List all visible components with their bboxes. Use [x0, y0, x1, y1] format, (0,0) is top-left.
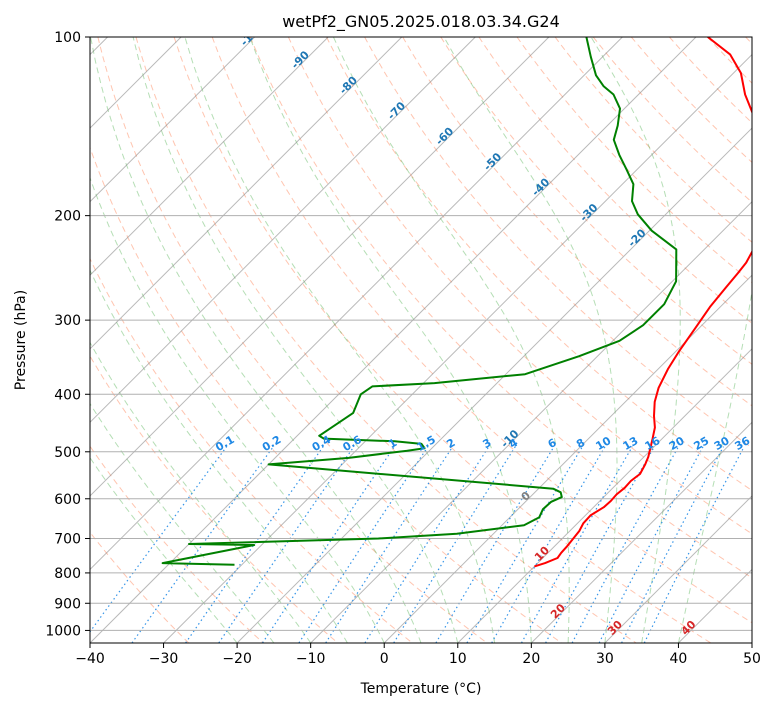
isotherm-line [90, 37, 623, 571]
mixing-ratio-line [571, 446, 680, 643]
isotherm-label: -100 [238, 20, 267, 49]
profile-lines [161, 37, 752, 568]
y-tick-label: 1000 [45, 623, 81, 639]
moist-adiabat-line [90, 456, 238, 643]
moist-adiabat-line [590, 37, 681, 643]
isotherm-line [604, 495, 752, 643]
y-tick-label: 700 [54, 532, 81, 548]
mixing-ratio-line [90, 446, 228, 633]
plot-background [90, 37, 752, 643]
dry-adiabat-line [287, 37, 752, 535]
x-tick-label: 20 [522, 651, 540, 667]
y-tick-label: 200 [54, 209, 81, 225]
x-tick-label: 10 [449, 651, 467, 667]
moist-adiabat-line [443, 37, 618, 643]
isotherm-line [457, 348, 752, 643]
x-tick-label: −10 [296, 651, 326, 667]
isotherm-line [90, 37, 476, 424]
mixing-ratio-line [298, 446, 429, 643]
y-tick-label: 500 [54, 445, 81, 461]
mixing-ratio-line [393, 446, 516, 643]
isotherm-line [90, 37, 697, 643]
moist-adiabat-line [677, 288, 752, 643]
mixing-ratio-line [466, 446, 584, 643]
mixing-ratio-line [261, 446, 395, 643]
x-tick-label: 50 [743, 651, 761, 667]
y-tick-label: 300 [54, 313, 81, 329]
isotherm-line [90, 37, 550, 497]
dry-adiabat-line [135, 37, 637, 643]
background-lines [90, 37, 752, 643]
dry-adiabat-line [90, 445, 264, 643]
moist-adiabat-line [90, 269, 348, 643]
moist-adiabat-line [332, 37, 570, 643]
moist-adiabat-line [90, 402, 275, 643]
x-tick-label: 30 [596, 651, 614, 667]
mixing-ratio-line [545, 446, 655, 643]
dry-adiabat-line [249, 37, 752, 579]
dry-adiabat-line [592, 37, 752, 203]
isotherm-line [530, 421, 752, 643]
plot-frame [89, 36, 753, 644]
mixing-ratio-line [491, 446, 606, 643]
dry-adiabat-line [402, 37, 752, 407]
x-axis-label: Temperature (°C) [360, 681, 482, 697]
dewpoint-profile-line [161, 37, 678, 566]
chart-title: wetPf2_GN05.2025.018.03.34.G24 [282, 12, 560, 32]
x-tick-label: −40 [75, 651, 105, 667]
isotherm-line [90, 37, 403, 350]
moist-adiabat-line [249, 37, 532, 643]
mixing-ratio-line [435, 446, 555, 643]
isotherm-line [90, 37, 329, 276]
dry-adiabat-line [90, 146, 488, 643]
mixing-ratio-line [364, 446, 490, 643]
temperature-profile-line [534, 37, 752, 568]
mixing-ratio-label: 36 [733, 434, 753, 453]
mixing-ratio-line [325, 446, 454, 643]
y-tick-label: 100 [54, 30, 81, 46]
y-axis: 100 200 300 400 500 600 700 800 900 1000 [45, 30, 90, 639]
moist-adiabat-line [132, 37, 459, 643]
x-tick-label: 40 [670, 651, 688, 667]
dry-adiabat-line [173, 37, 712, 643]
y-tick-label: 800 [54, 566, 81, 582]
dry-adiabat-line [211, 37, 752, 624]
isotherm-line [90, 37, 256, 203]
dry-adiabat-line [554, 37, 752, 243]
mixing-ratio-line [520, 446, 633, 643]
x-tick-label: −20 [222, 651, 252, 667]
isotherm-line [751, 642, 752, 643]
pressure-gridlines [90, 37, 752, 631]
x-tick-label: −30 [149, 651, 179, 667]
isotherm-line [236, 127, 752, 643]
y-tick-label: 900 [54, 596, 81, 612]
dry-adiabat-line [90, 257, 413, 643]
moist-adiabat-line [90, 37, 422, 643]
x-tick-label: 0 [380, 651, 389, 667]
isotherm-line [310, 200, 752, 643]
dry-adiabat-line [326, 37, 752, 492]
y-tick-label: 600 [54, 492, 81, 508]
y-axis-label: Pressure (hPa) [13, 290, 29, 390]
y-tick-label: 400 [54, 387, 81, 403]
dry-adiabat-line [440, 37, 752, 365]
mixing-ratio-line [598, 446, 704, 643]
x-axis: −40 −30 −20 −10 0 10 20 30 40 50 [75, 643, 761, 667]
dry-adiabat-line [97, 37, 562, 643]
mixing-ratio-line [185, 446, 324, 643]
